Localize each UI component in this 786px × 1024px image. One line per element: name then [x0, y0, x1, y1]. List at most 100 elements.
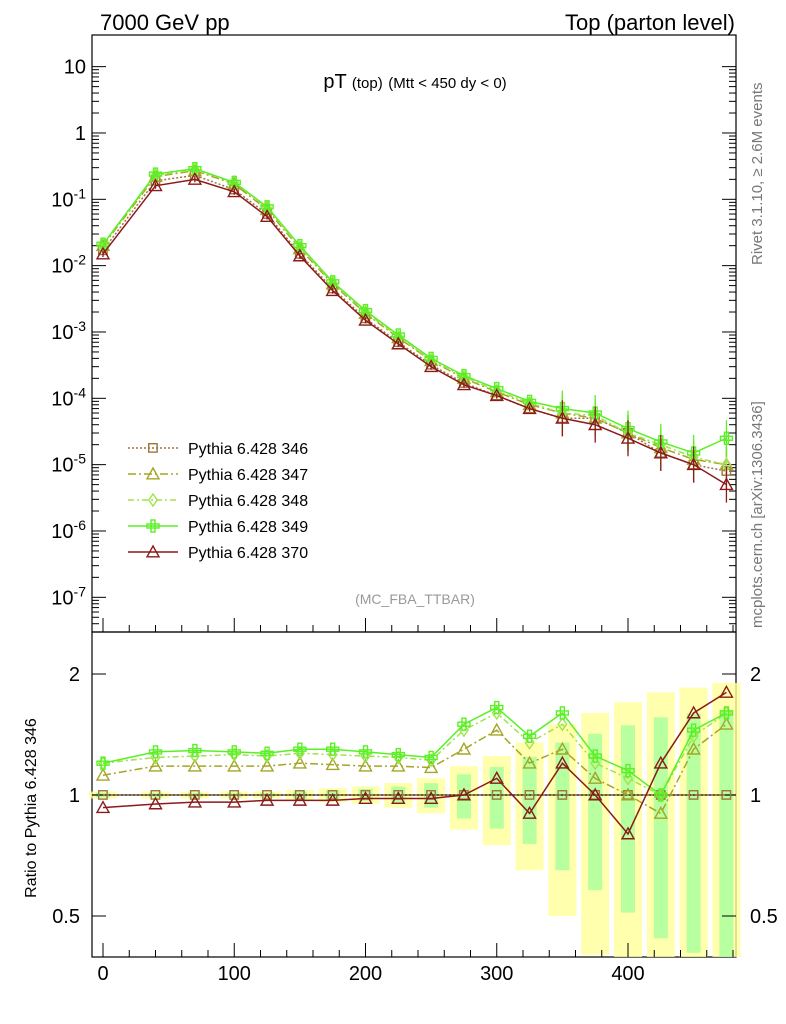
- data-point: [391, 336, 406, 350]
- data-point: [587, 770, 603, 784]
- data-point: [686, 723, 701, 737]
- data-point: [292, 755, 308, 769]
- data-point: [456, 377, 472, 391]
- data-point: [522, 805, 537, 819]
- data-point: [262, 790, 272, 800]
- data-point: [148, 758, 163, 772]
- data-point: [622, 771, 634, 786]
- ratio-series-line: [102, 712, 727, 796]
- data-point: [522, 729, 537, 743]
- data-point: [358, 312, 373, 326]
- data-point: [721, 790, 732, 800]
- y-tick-exponent: -1: [74, 185, 87, 201]
- data-point: [146, 519, 160, 533]
- data-point-cross-h: [686, 727, 701, 733]
- data-point: [620, 787, 636, 801]
- y-tick-label: 10-1: [51, 185, 86, 211]
- y-tick-exponent: -4: [74, 384, 87, 400]
- data-point: [96, 237, 110, 251]
- series-layer: [95, 161, 734, 503]
- data-point: [555, 410, 570, 424]
- y-tick-label: 10-7: [51, 583, 86, 609]
- data-point: [187, 758, 203, 772]
- data-point-cross-h: [148, 171, 163, 177]
- uncertainty-band-green: [719, 709, 734, 957]
- ratio-y-tick-label: 2: [69, 664, 80, 686]
- data-point: [555, 741, 570, 755]
- uncertainty-band-green: [522, 756, 537, 845]
- data-point: [325, 742, 340, 756]
- header-left: 7000 GeV pp: [100, 10, 230, 35]
- y-tick-label: 10-3: [51, 318, 86, 344]
- data-point: [391, 791, 406, 805]
- uncertainty-band-green: [686, 713, 701, 953]
- legend-label: Pythia 6.428 349: [188, 519, 308, 536]
- ratio-y-axis-label: Ratio to Pythia 6.428 346: [23, 718, 40, 898]
- data-point-cross-h: [654, 792, 668, 798]
- data-point: [423, 359, 439, 373]
- data-point: [188, 743, 202, 758]
- data-point: [327, 790, 338, 800]
- data-point: [620, 826, 636, 840]
- data-point: [358, 758, 373, 772]
- data-point: [148, 745, 163, 759]
- ratio-y-tick-label-right: 1: [750, 785, 761, 807]
- data-point: [491, 790, 502, 800]
- legend-label: Pythia 6.428 370: [188, 545, 308, 562]
- data-point-cross-h: [588, 753, 602, 759]
- data-point-cross-h: [96, 241, 110, 247]
- uncertainty-band-green: [621, 725, 635, 913]
- data-point-cross-h: [227, 749, 241, 755]
- data-point: [686, 741, 701, 755]
- data-point: [325, 283, 340, 297]
- data-point: [686, 705, 701, 719]
- data-point: [358, 745, 373, 759]
- data-point: [456, 787, 472, 801]
- x-tick-label: 200: [349, 963, 382, 985]
- data-point: [557, 790, 568, 800]
- rivet-label: Rivet 3.1.10, ≥ 2.6M events: [749, 83, 766, 266]
- data-point: [95, 800, 111, 814]
- data-point-cross-v: [100, 756, 106, 770]
- data-point: [259, 792, 275, 806]
- data-point-cross-h: [719, 710, 734, 716]
- mcplots-label: mcplots.cern.ch [arXiv:1306.3436]: [749, 401, 766, 628]
- data-point: [621, 763, 635, 778]
- data-point: [653, 755, 669, 769]
- data-point-cross-h: [188, 165, 202, 172]
- data-point-cross-v: [297, 742, 303, 756]
- data-point-cross-v: [559, 706, 566, 720]
- data-point: [260, 200, 274, 214]
- series-line: [102, 178, 727, 486]
- data-point: [719, 477, 734, 491]
- data-point: [259, 209, 275, 223]
- data-point: [456, 741, 472, 755]
- data-point-cross-h: [293, 242, 307, 249]
- data-point-cross-v: [526, 729, 533, 743]
- data-point: [688, 790, 699, 800]
- data-point: [292, 792, 308, 806]
- ratio-y-tick-label: 0.5: [52, 906, 80, 928]
- data-point-cross-v: [192, 743, 198, 758]
- data-point: [293, 238, 307, 253]
- data-point: [189, 790, 200, 800]
- data-point: [588, 749, 602, 763]
- chart-title-main: pT: [323, 71, 346, 93]
- series-line: [102, 167, 727, 454]
- data-point-cross-h: [96, 760, 110, 766]
- data-point: [489, 388, 504, 402]
- data-point: [620, 430, 636, 444]
- analysis-label: (MC_FBA_TTBAR): [355, 591, 475, 607]
- data-point: [522, 401, 537, 415]
- data-point: [294, 790, 305, 800]
- data-point: [719, 716, 734, 730]
- y-tick-label: 1: [75, 123, 86, 145]
- data-point: [325, 757, 340, 771]
- data-point: [490, 700, 504, 715]
- data-point: [358, 791, 373, 805]
- data-point-cross-v: [461, 717, 467, 731]
- data-point: [587, 787, 603, 801]
- data-point: [148, 443, 158, 453]
- data-point-cross-h: [522, 733, 537, 739]
